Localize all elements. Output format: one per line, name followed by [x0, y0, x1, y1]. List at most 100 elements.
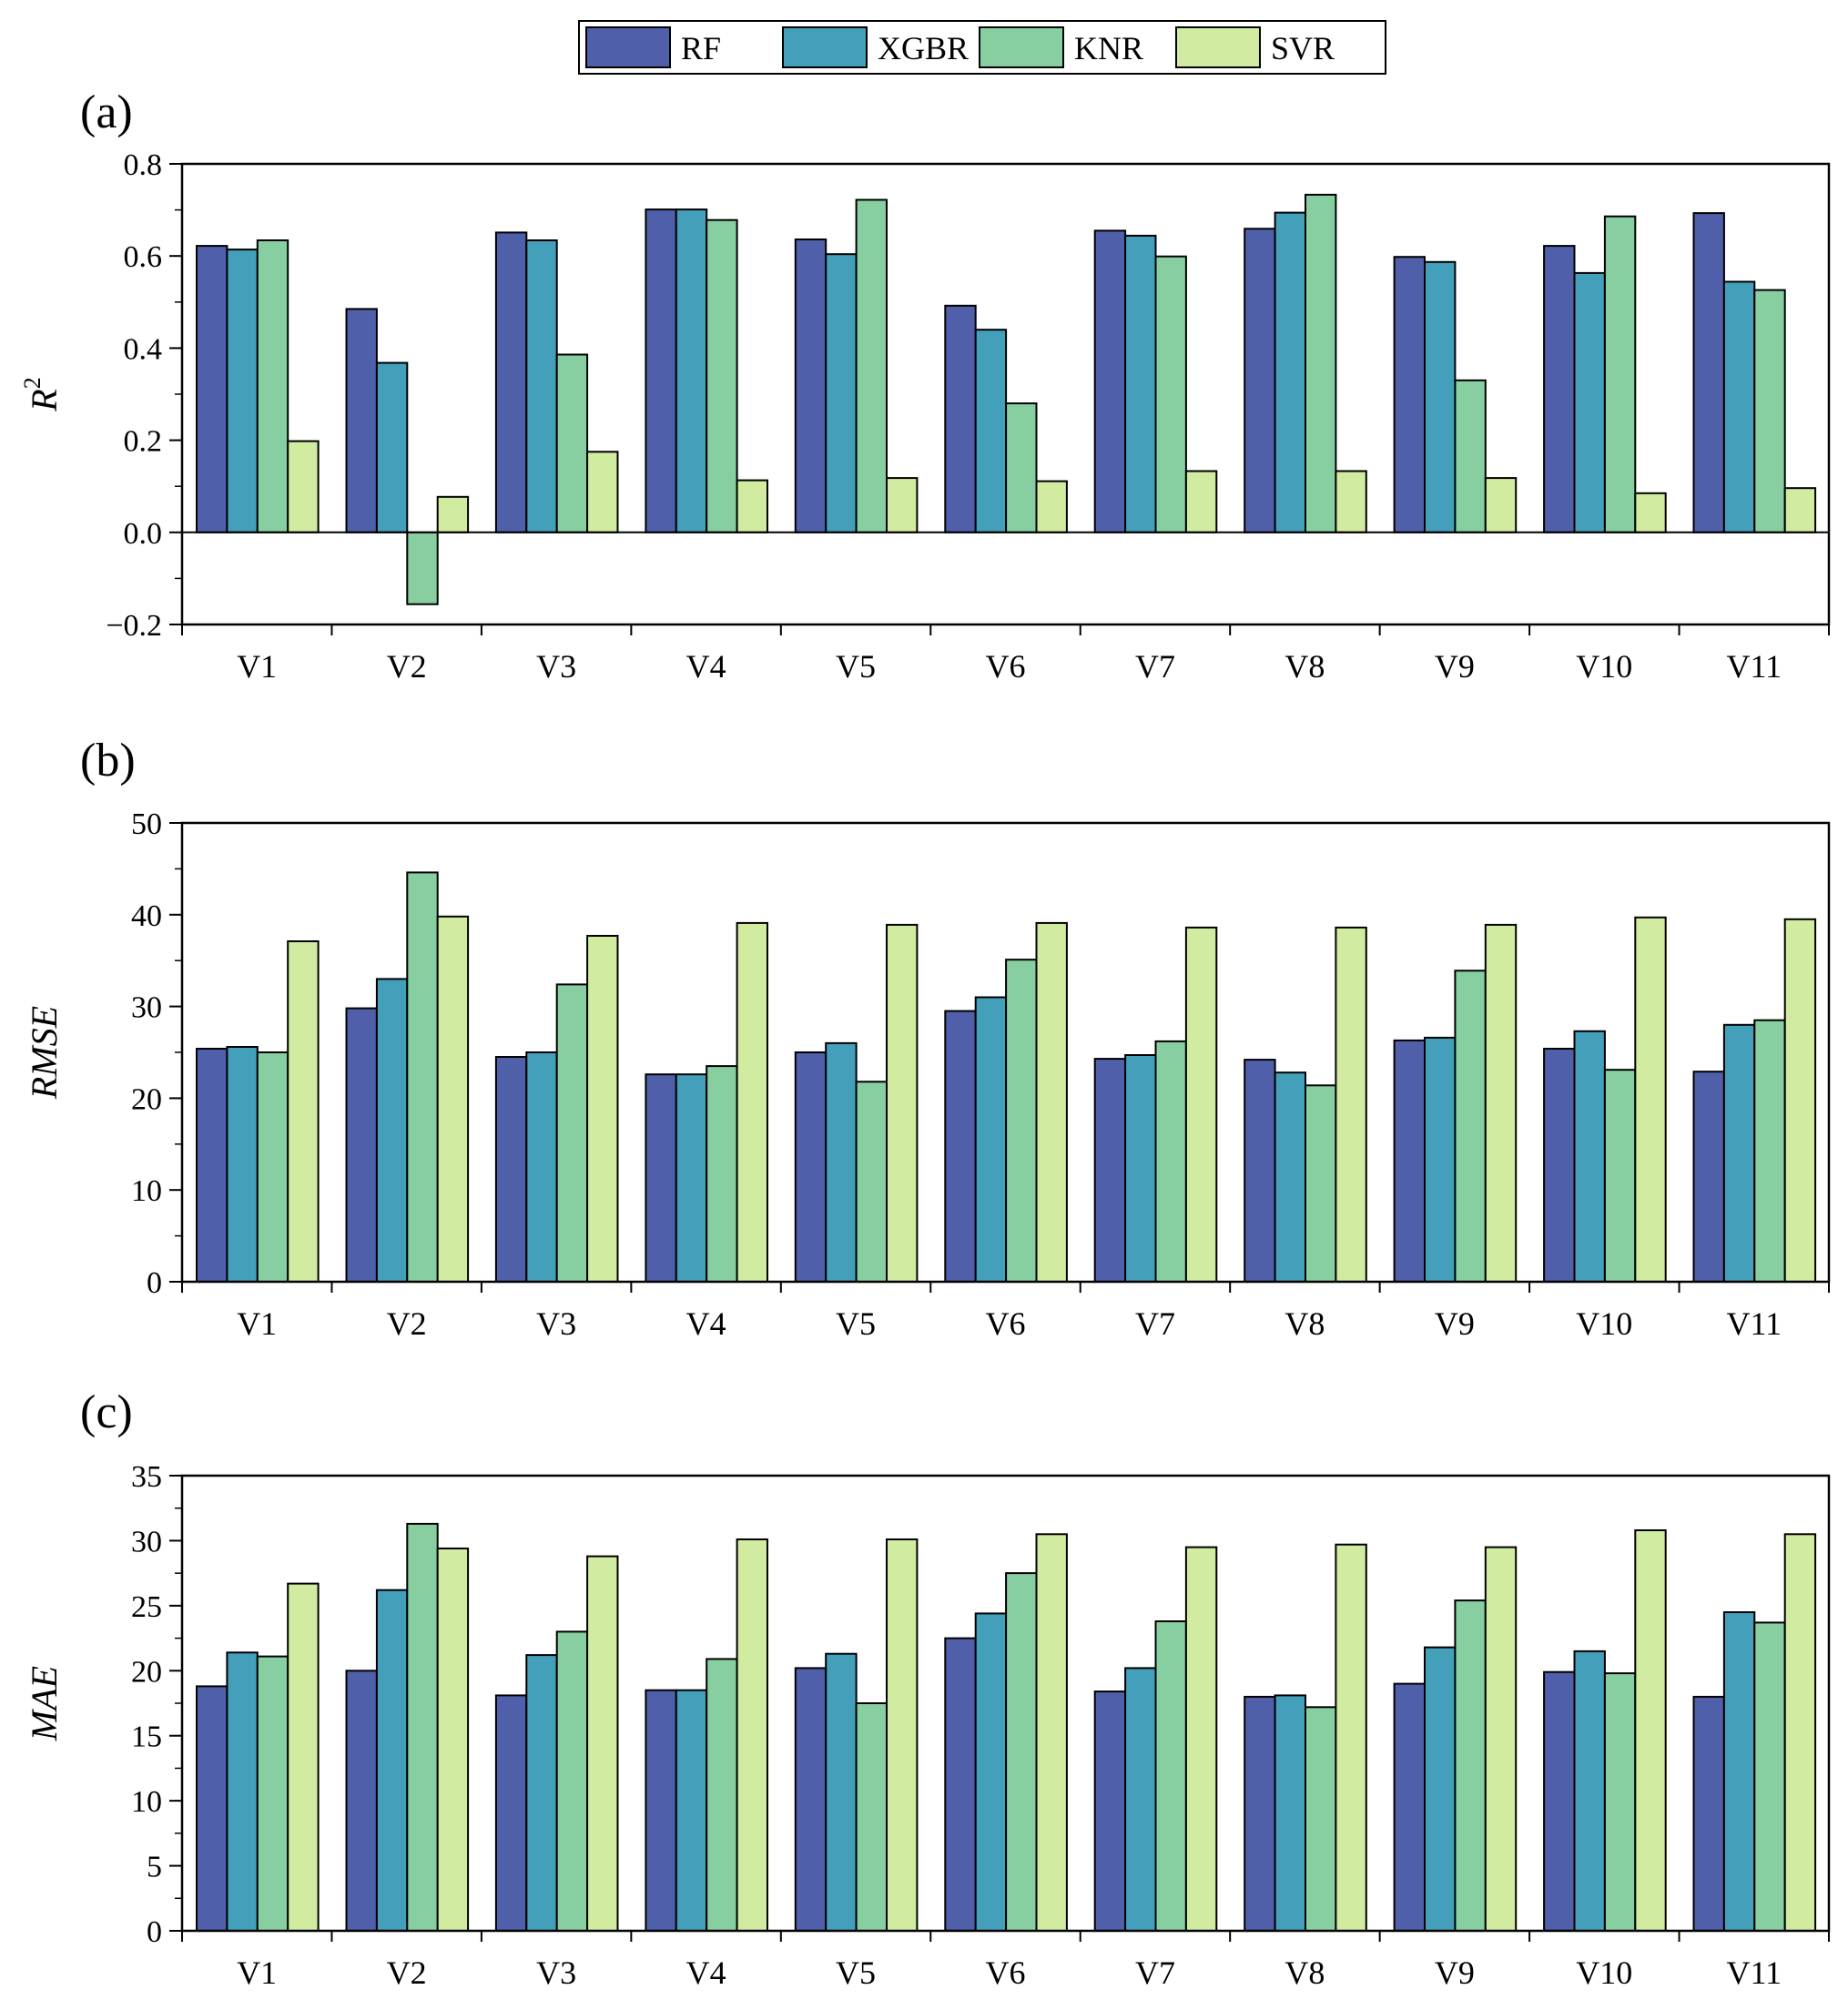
bar-knr-v10 — [1603, 215, 1637, 533]
bar-rf-v1 — [196, 1685, 228, 1933]
bar-knr-v6 — [1005, 402, 1038, 533]
bar-rf-v10 — [1543, 1670, 1576, 1932]
bar-rf-v6 — [944, 1637, 977, 1932]
bar-knr-v4 — [706, 1065, 738, 1283]
bar-xgbr-v6 — [974, 996, 1008, 1283]
bar-rf-v11 — [1692, 1695, 1725, 1933]
bar-xgbr-v1 — [226, 1046, 259, 1283]
legend-swatch-rf — [585, 26, 671, 68]
bar-xgbr-v6 — [974, 1612, 1008, 1933]
panel-a: (a) R2 −0.2 0.0 0.2 0.4 0.6 0.8 V1 V2 V3 V4 V5 V6 V7 V8… — [19, 86, 1831, 685]
y-tick-label: 0 — [147, 1266, 162, 1300]
bar-rf-v5 — [794, 1051, 828, 1283]
bar-rf-v8 — [1244, 1059, 1276, 1283]
bar-svr-v5 — [886, 477, 919, 533]
x-tick-label-v9: V9 — [1435, 648, 1475, 685]
bar-xgbr-v11 — [1722, 1023, 1756, 1284]
x-tick-label-v7: V7 — [1135, 1305, 1175, 1342]
x-tick-label-v6: V6 — [986, 1305, 1026, 1342]
bar-knr-v7 — [1154, 1040, 1187, 1284]
x-tick-label-v5: V5 — [836, 1305, 876, 1342]
bar-rf-v8 — [1244, 1695, 1276, 1933]
bar-knr-v8 — [1305, 1084, 1337, 1284]
bar-xgbr-v5 — [825, 253, 858, 533]
bar-svr-v4 — [736, 921, 768, 1284]
bar-xgbr-v5 — [825, 1041, 858, 1284]
y-axis-title: RMSE — [24, 1006, 65, 1100]
bar-svr-v6 — [1035, 480, 1068, 533]
bar-svr-v11 — [1783, 487, 1817, 533]
bar-rf-v5 — [794, 239, 828, 533]
bar-rf-v4 — [645, 1073, 677, 1283]
panel-label: (a) — [80, 86, 133, 138]
x-tick-label-v6: V6 — [986, 648, 1026, 685]
bar-xgbr-v5 — [825, 1652, 858, 1932]
y-axis-title: MAE — [24, 1666, 65, 1741]
bar-xgbr-v2 — [375, 978, 409, 1284]
bar-svr-v5 — [886, 923, 919, 1284]
legend-label-rf: RF — [681, 30, 721, 66]
bar-svr-v10 — [1634, 1529, 1667, 1932]
bar-rf-v7 — [1093, 229, 1127, 533]
y-tick-label: 5 — [147, 1851, 162, 1884]
bar-rf-v1 — [196, 1048, 228, 1283]
y-axis-title-text: RMSE — [24, 1006, 65, 1100]
bar-xgbr-v10 — [1573, 1030, 1606, 1284]
y-tick-label: 10 — [131, 1174, 162, 1208]
bar-xgbr-v6 — [974, 329, 1008, 533]
bar-xgbr-v2 — [375, 361, 409, 533]
x-tick-label-v4: V4 — [686, 1954, 726, 1991]
bar-svr-v2 — [436, 915, 470, 1283]
bar-rf-v9 — [1393, 256, 1426, 533]
bar-knr-v8 — [1305, 193, 1337, 533]
bar-svr-v8 — [1335, 926, 1367, 1284]
bar-svr-v7 — [1184, 470, 1218, 533]
bar-rf-v6 — [944, 1010, 977, 1283]
bar-svr-v2 — [436, 495, 470, 533]
x-tick-label-v1: V1 — [237, 648, 277, 685]
bar-rf-v11 — [1692, 1071, 1725, 1283]
y-axis-title-text: R — [24, 389, 65, 411]
y-tick-label: 25 — [131, 1590, 162, 1624]
y-tick-label: 50 — [131, 807, 162, 841]
bar-rf-v3 — [494, 1694, 528, 1933]
y-tick-label: 20 — [131, 1655, 162, 1689]
bar-xgbr-v3 — [525, 239, 558, 533]
x-tick-label-v2: V2 — [387, 1305, 427, 1342]
bar-svr-v10 — [1634, 916, 1667, 1283]
bar-xgbr-v4 — [675, 208, 708, 533]
bar-xgbr-v3 — [525, 1654, 558, 1932]
bar-knr-v5 — [855, 1702, 888, 1932]
y-tick-label: 0.6 — [124, 240, 163, 274]
bar-svr-v5 — [886, 1538, 919, 1932]
bar-knr-v7 — [1154, 1620, 1187, 1932]
y-tick-label: 0 — [147, 1915, 162, 1949]
bar-xgbr-v7 — [1124, 1667, 1157, 1933]
bar-rf-v8 — [1244, 228, 1276, 533]
bar-knr-v1 — [256, 1051, 289, 1283]
bar-svr-v6 — [1035, 921, 1068, 1284]
bar-rf-v10 — [1543, 1048, 1576, 1283]
bar-xgbr-v10 — [1573, 271, 1606, 533]
bar-rf-v3 — [494, 1056, 528, 1283]
bar-xgbr-v7 — [1124, 234, 1157, 533]
bar-rf-v7 — [1093, 1058, 1127, 1283]
bar-svr-v9 — [1484, 1546, 1518, 1932]
bar-xgbr-v11 — [1722, 280, 1756, 533]
x-tick-label-v5: V5 — [836, 648, 876, 685]
bar-knr-v11 — [1753, 1019, 1786, 1283]
y-tick-label: 20 — [131, 1082, 162, 1116]
bar-rf-v4 — [645, 208, 677, 533]
y-tick-label: 30 — [131, 1525, 162, 1558]
panel-c: (c) MAE 0 5 10 15 20 25 30 35 V1 V2 V3 V4 V5 V6 V7 V8 V9 V1… — [24, 1386, 1831, 1991]
bar-knr-v5 — [855, 198, 888, 533]
bar-knr-v2 — [406, 871, 439, 1284]
y-tick-label: 0.0 — [124, 517, 163, 551]
bar-knr-v4 — [706, 1658, 738, 1933]
bar-rf-v9 — [1393, 1682, 1426, 1932]
panel-b: (b) RMSE 0 10 20 30 40 50 V1 V2 V3 V4 V5 V6 V7 V8 V9 V10 V… — [24, 735, 1831, 1342]
x-tick-label-v10: V10 — [1576, 648, 1632, 685]
bar-knr-v2 — [406, 1522, 439, 1933]
legend: RF XGBR KNR SVR — [578, 20, 1386, 75]
bar-svr-v1 — [287, 940, 320, 1283]
